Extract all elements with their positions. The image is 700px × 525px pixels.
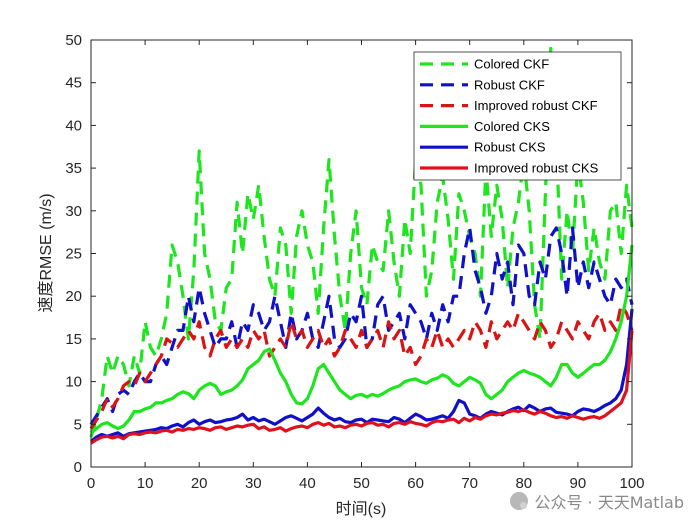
y-tick-label: 0 (74, 459, 82, 476)
y-axis-label: 速度RMSE (m/s) (37, 193, 55, 312)
legend-label-6: Improved robust CKS (474, 161, 599, 176)
series-line-2 (89, 226, 634, 426)
series-line-6 (90, 330, 634, 445)
y-tick-label: 5 (74, 416, 82, 433)
watermark: 公众号 · 天天Matlab (510, 489, 684, 513)
series-line-3 (89, 303, 634, 430)
legend-label-4: Colored CKS (474, 119, 550, 134)
y-tick-label: 35 (65, 160, 82, 177)
x-tick-label: 80 (515, 475, 532, 492)
series-line-1 (89, 46, 634, 438)
ticks-layer: 0 10 20 30 40 50 60 70 80 90 100 0 5 10 15 20 25 30 35 40 45… (65, 32, 644, 492)
legend: Colored CKF Robust CKF Improved robust CKF… (413, 51, 622, 181)
y-tick-label: 20 (65, 288, 82, 305)
x-tick-label: 70 (461, 475, 478, 492)
y-tick-label: 15 (65, 331, 82, 348)
y-tick-label: 50 (65, 32, 82, 49)
legend-label-2: Robust CKF (474, 77, 545, 92)
x-axis-label: 时间(s) (336, 500, 387, 518)
series-layer (89, 46, 634, 445)
x-tick-label: 10 (137, 475, 154, 492)
series-line-4 (90, 244, 634, 435)
y-tick-label: 25 (65, 246, 82, 263)
x-tick-label: 30 (245, 475, 262, 492)
legend-label-3: Improved robust CKF (474, 98, 598, 113)
y-tick-label: 40 (65, 117, 82, 134)
wechat-icon (510, 492, 529, 510)
y-tick-label: 10 (65, 374, 82, 391)
x-tick-label: 20 (191, 475, 208, 492)
legend-label-5: Robust CKS (474, 140, 546, 155)
x-tick-label: 60 (407, 475, 424, 492)
y-tick-label: 45 (65, 75, 82, 92)
y-tick-label: 30 (65, 203, 82, 220)
legend-label-1: Colored CKF (474, 57, 549, 72)
x-tick-label: 0 (87, 475, 95, 492)
x-tick-label: 90 (570, 475, 587, 492)
x-tick-label: 100 (619, 475, 644, 492)
watermark-text: 公众号 · 天天Matlab (534, 493, 684, 512)
x-tick-label: 50 (353, 475, 370, 492)
x-tick-label: 40 (299, 475, 316, 492)
legend-box (413, 51, 622, 181)
